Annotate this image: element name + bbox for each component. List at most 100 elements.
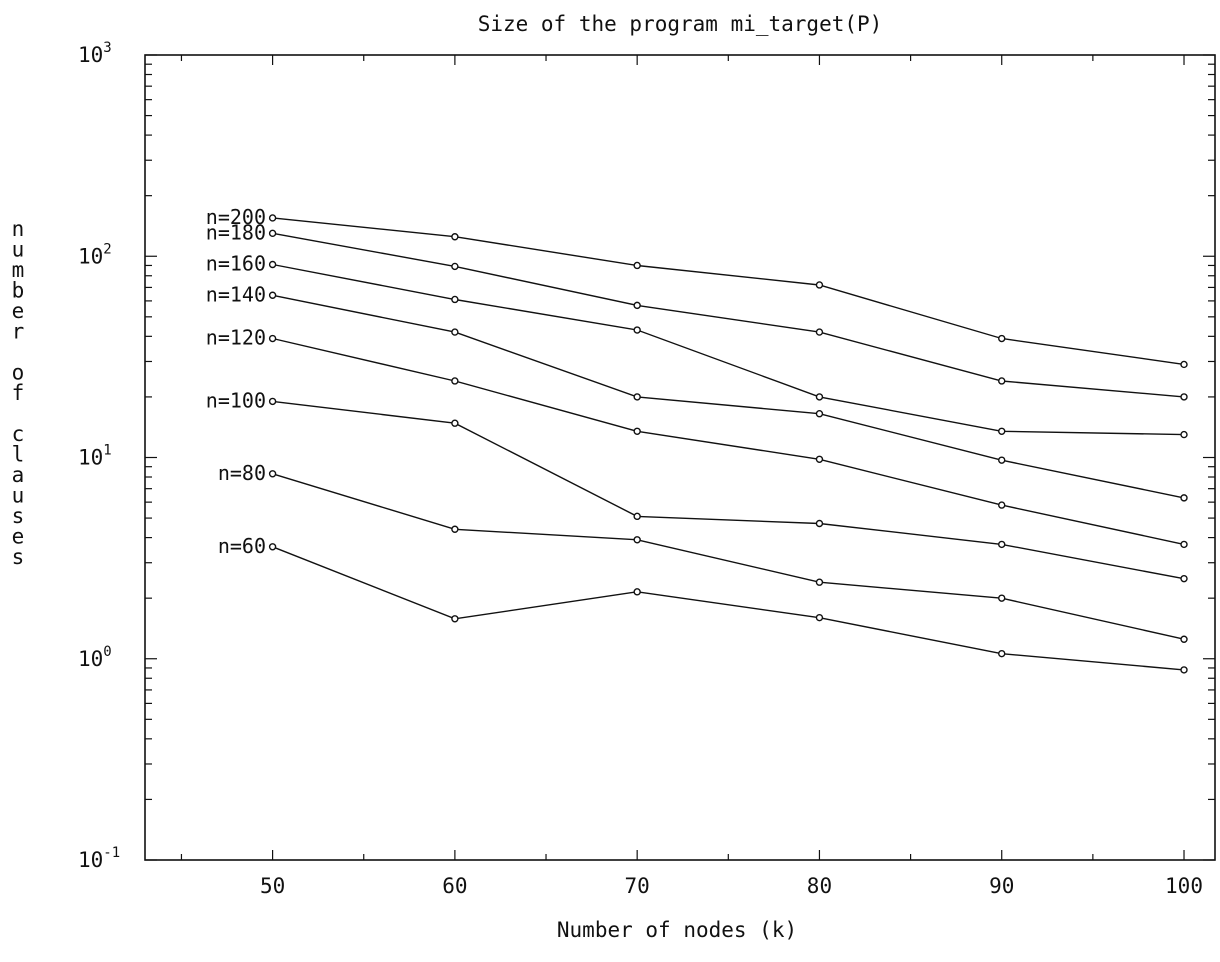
series-label: n=200 <box>206 205 266 229</box>
y-tick-label: 102 <box>78 241 112 268</box>
data-point <box>1180 494 1188 502</box>
data-point <box>1180 540 1188 549</box>
y-axis-label-char: f <box>12 381 25 405</box>
series-line-n=80 <box>272 473 1185 640</box>
data-point <box>451 419 459 427</box>
data-point <box>1180 393 1188 401</box>
data-point <box>268 397 277 406</box>
data-point <box>268 543 277 551</box>
series-label: n=160 <box>206 251 266 275</box>
data-point <box>633 393 641 401</box>
chart-title: Size of the program mi_target(P) <box>478 12 883 36</box>
data-point <box>268 470 277 478</box>
y-tick-label: 101 <box>78 443 112 470</box>
data-point <box>451 377 459 385</box>
series-line-n=120 <box>272 337 1185 546</box>
x-tick-labels: 50 60 70 80 90 100 <box>260 874 1203 898</box>
data-point <box>998 427 1006 435</box>
data-point <box>815 393 824 401</box>
y-axis-label-char: e <box>12 525 25 549</box>
data-point <box>998 594 1006 602</box>
data-point <box>633 261 641 270</box>
series-label: n=180 <box>206 220 266 244</box>
data-point <box>451 328 459 336</box>
data-point <box>268 214 277 222</box>
y-axis-label-char: s <box>12 504 25 528</box>
data-point <box>451 295 459 304</box>
data-point <box>998 377 1006 385</box>
y-axis-label-char: l <box>12 443 25 467</box>
data-point <box>633 588 641 596</box>
series-group <box>268 214 1188 674</box>
data-point <box>815 328 824 336</box>
y-axis-label-char: o <box>12 361 25 385</box>
data-point <box>1180 635 1188 643</box>
series-label: n=80 <box>218 461 266 485</box>
data-point <box>451 525 459 533</box>
y-axis-label-char: b <box>12 279 25 303</box>
x-tick-label: 70 <box>625 874 650 898</box>
series-line-n=60 <box>272 546 1185 671</box>
y-tick-label: 100 <box>78 644 112 671</box>
data-point <box>998 456 1006 464</box>
y-axis-label-char: a <box>12 463 25 487</box>
data-point <box>1180 430 1188 439</box>
data-point <box>268 334 277 343</box>
series-line-n=100 <box>272 400 1185 580</box>
series-line-n=160 <box>272 263 1185 436</box>
data-point <box>451 262 459 271</box>
data-point <box>815 519 824 528</box>
y-axis-label-char: e <box>12 299 25 323</box>
x-tick-label: 100 <box>1165 874 1203 898</box>
series-line-n=180 <box>272 232 1185 398</box>
data-point <box>1180 360 1188 369</box>
data-point <box>451 233 459 241</box>
data-point <box>815 578 824 586</box>
x-axis-label: Number of nodes (k) <box>557 918 797 942</box>
data-point <box>268 260 277 269</box>
data-point <box>268 291 277 299</box>
y-axis-label-char: m <box>12 258 25 282</box>
series-line-n=200 <box>272 217 1185 366</box>
data-point <box>633 326 641 334</box>
data-point <box>815 410 824 418</box>
y-axis-label-char: u <box>12 484 25 508</box>
series-label: n=140 <box>206 282 266 306</box>
x-tick-label: 50 <box>260 874 285 898</box>
data-point <box>633 512 641 521</box>
data-point <box>998 334 1006 343</box>
series-line-n=140 <box>272 294 1185 499</box>
data-point <box>815 455 824 463</box>
y-tick-labels: 103 102 101 100 10-1 <box>78 40 120 872</box>
data-point <box>633 427 641 435</box>
data-point <box>998 501 1006 509</box>
y-axis-label-char: u <box>12 238 25 262</box>
y-axis-label-char: r <box>12 320 25 344</box>
series-label: n=60 <box>218 534 266 558</box>
data-point <box>1180 666 1188 674</box>
x-tick-label: 80 <box>807 874 832 898</box>
data-point <box>268 229 277 238</box>
plot-frame <box>144 54 1216 861</box>
data-point <box>1180 574 1188 583</box>
x-tick-label: 60 <box>442 874 467 898</box>
axis-ticks <box>145 54 1215 861</box>
x-tick-label: 90 <box>989 874 1014 898</box>
data-point <box>633 301 641 310</box>
y-axis-label-char: s <box>12 545 25 569</box>
data-point <box>815 613 824 622</box>
series-label: n=100 <box>206 388 266 412</box>
y-axis-label-char: n <box>12 217 25 241</box>
y-tick-label: 10-1 <box>78 845 120 872</box>
data-point <box>633 536 641 544</box>
series-label: n=120 <box>206 326 266 350</box>
y-tick-label: 103 <box>78 40 112 67</box>
data-point <box>451 615 459 623</box>
y-axis-label-char: c <box>12 422 25 446</box>
data-point <box>998 649 1006 658</box>
data-point <box>815 281 824 289</box>
data-point <box>998 540 1006 549</box>
